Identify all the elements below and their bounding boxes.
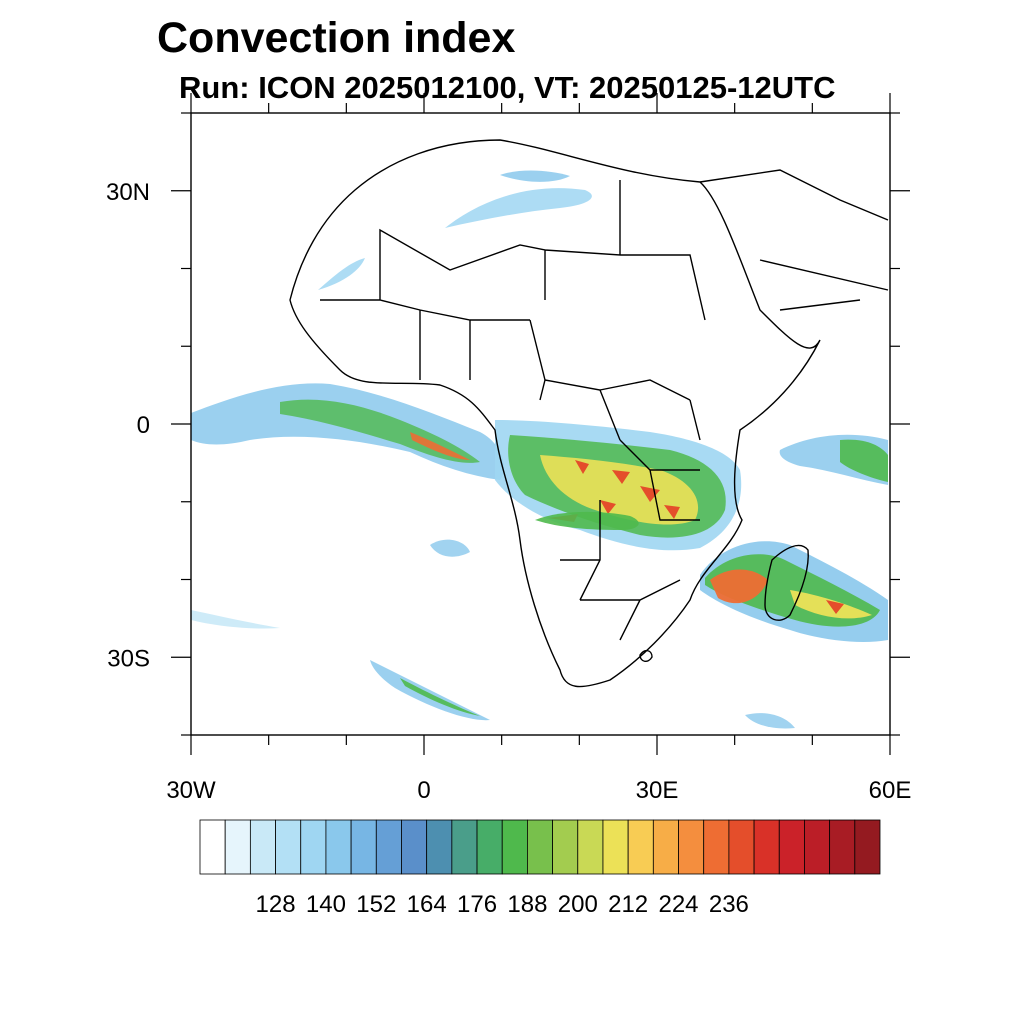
colorbar-swatch [678,819,705,875]
colorbar-swatch [552,819,579,875]
colorbar-label: 140 [306,891,346,918]
colorbar-swatch [451,819,478,875]
field-atlantic-band [191,383,504,480]
colorbar-swatch [652,819,679,875]
colorbar-label: 236 [709,891,749,918]
colorbar: 128 140 152 164 176 188 200 212 224 236 [199,819,881,918]
coastlines [289,139,889,688]
colorbar-swatch [829,819,856,875]
colorbar-swatch [703,819,730,875]
colorbar-label: 164 [407,891,447,918]
colorbar-swatch [501,819,528,875]
colorbar-swatch [350,819,377,875]
colorbar-swatch [249,819,276,875]
axis-ticks [171,93,910,755]
colorbar-swatch [778,819,805,875]
colorbar-swatch [224,819,251,875]
lat-tick-label: 0 [137,412,150,439]
colorbar-swatch [753,819,780,875]
colorbar-label: 224 [658,891,698,918]
colorbar-swatch [577,819,604,875]
lon-tick-label: 60E [869,777,912,804]
colorbar-swatch [375,819,402,875]
colorbar-swatch [426,819,453,875]
colorbar-swatch [804,819,831,875]
madagascar-outline [764,544,809,621]
colorbar-label: 200 [558,891,598,918]
colorbar-swatch [854,819,881,875]
colorbar-swatch [325,819,352,875]
colorbar-swatch [476,819,503,875]
colorbar-swatch [401,819,428,875]
colorbar-swatch [275,819,302,875]
lat-tick-label: 30N [106,179,150,206]
lon-tick-label: 30W [166,777,216,804]
lon-tick-label: 0 [417,777,430,804]
chart-title: Convection index [157,14,516,62]
colorbar-swatch [728,819,755,875]
axis-labels: 30W 0 30E 60E 30N 0 30S [106,179,911,804]
colorbar-label: 176 [457,891,497,918]
colorbar-swatch [300,819,327,875]
lon-tick-label: 30E [636,777,679,804]
colorbar-swatch [527,819,553,875]
colorbar-swatch [627,819,654,875]
convection-field [191,170,888,729]
lat-tick-label: 30S [107,645,150,672]
colorbar-label: 188 [507,891,547,918]
colorbar-swatch [199,819,226,875]
field-north-streak [445,188,592,228]
colorbar-label: 128 [256,891,296,918]
colorbar-swatch [602,819,629,875]
colorbar-label: 212 [608,891,648,918]
colorbar-label: 152 [356,891,396,918]
field-south-atlantic-streak [370,660,490,721]
field-angola-band [535,511,639,530]
chart-subtitle: Run: ICON 2025012100, VT: 20250125-12UTC [179,70,836,105]
